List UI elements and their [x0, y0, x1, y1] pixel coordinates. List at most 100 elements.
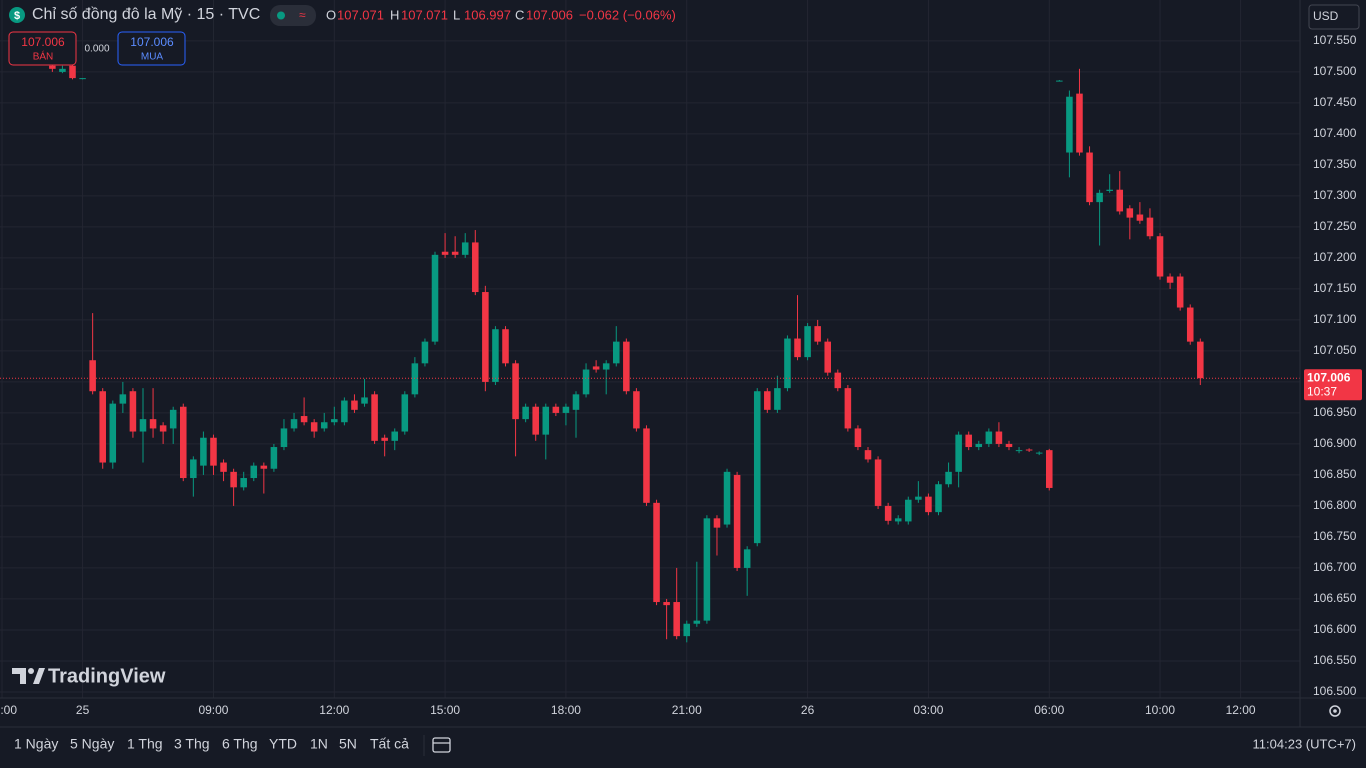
candle-body [854, 428, 862, 448]
range-button[interactable]: 5 Ngày [70, 736, 114, 752]
range-button[interactable]: 1N [310, 736, 328, 752]
x-tick-label: 03:00 [913, 703, 943, 717]
ohlc-key: O [326, 7, 336, 22]
candle-body [824, 341, 832, 373]
candle-body [1146, 217, 1154, 237]
candle-body [713, 518, 721, 528]
x-tick-label: 09:00 [198, 703, 228, 717]
candle-body [552, 406, 560, 413]
candle-body [522, 406, 529, 420]
range-button[interactable]: YTD [269, 736, 297, 752]
candle-body [905, 499, 912, 522]
buy-button[interactable] [117, 31, 186, 66]
candle-body [1197, 341, 1204, 379]
candle-body [159, 425, 167, 432]
candle-body [391, 431, 399, 441]
ohlc-key: H [390, 7, 399, 22]
range-button[interactable]: 6 Thg [222, 736, 258, 752]
candle-body [874, 459, 882, 506]
spread: 0.000 [84, 44, 109, 55]
candle-body [210, 437, 217, 466]
candle-body [965, 434, 972, 448]
candle-body [1035, 452, 1043, 454]
candle-body [582, 369, 590, 395]
candle-body [1045, 450, 1053, 488]
ohlc-value: 107.071 [401, 7, 448, 22]
candle-body [381, 437, 388, 441]
sell-button[interactable] [8, 31, 77, 66]
candle-body [1176, 276, 1184, 308]
range-button[interactable]: Tất cả [370, 736, 409, 752]
y-tick-label: 106.500 [1313, 684, 1357, 698]
status-icon: ≈ [299, 8, 306, 22]
candle-body [270, 447, 278, 469]
x-tick-label: 26 [801, 703, 815, 717]
candle-body [592, 366, 600, 370]
candle-body [119, 394, 127, 404]
candle-body [371, 394, 378, 441]
candle-body [1015, 450, 1023, 452]
y-tick-label: 107.300 [1313, 188, 1357, 202]
candle-body [925, 496, 932, 513]
ohlc-key: C [515, 7, 524, 22]
market-status-dot [277, 11, 285, 20]
buy-label: MUA [141, 52, 164, 63]
candle-body [482, 292, 489, 382]
candle-body [129, 391, 137, 432]
symbol-icon-glyph: $ [14, 10, 20, 22]
candle-body [1096, 192, 1103, 203]
logo: TradingView [12, 665, 166, 687]
candle-body [341, 400, 348, 423]
candle-body [693, 620, 701, 624]
candle-body [975, 443, 983, 448]
candle-body [401, 394, 409, 432]
candle-body [1056, 80, 1063, 82]
y-tick-label: 107.450 [1313, 95, 1357, 109]
x-tick-label: 12:00 [319, 703, 349, 717]
candle-body [985, 431, 993, 444]
status-pill[interactable] [270, 5, 316, 26]
currency-button[interactable] [1308, 4, 1360, 30]
candle-body [894, 518, 902, 522]
range-button[interactable]: 1 Ngày [14, 736, 58, 752]
x-tick-label: 10:00 [1145, 703, 1175, 717]
sell-price: 107.006 [21, 35, 65, 49]
candle-body [633, 391, 640, 429]
x-tick-label: 25 [76, 703, 90, 717]
y-tick-label: 107.500 [1313, 64, 1357, 78]
range-button[interactable]: 5N [339, 736, 357, 752]
y-tick-label: 106.650 [1313, 591, 1357, 605]
candle-body [411, 363, 419, 395]
candle-body [804, 326, 811, 358]
x-tick-label: 18:00 [551, 703, 581, 717]
candle-body [723, 471, 731, 525]
settings-icon[interactable] [1329, 705, 1341, 717]
candle-body [220, 462, 227, 472]
candle-body [643, 428, 650, 503]
range-button[interactable]: 1 Thg [127, 736, 163, 752]
candle-body [49, 65, 56, 69]
candle-body [1076, 93, 1083, 153]
candle-body [250, 465, 258, 479]
candle-body [461, 242, 469, 255]
x-tick-label: 06:00 [1034, 703, 1064, 717]
compare-icon[interactable] [432, 737, 451, 753]
candle-body [1116, 189, 1124, 212]
y-tick-label: 106.800 [1313, 498, 1357, 512]
x-tick-label: 15:00 [430, 703, 460, 717]
candle-body [89, 360, 96, 392]
range-button[interactable]: 3 Thg [174, 736, 210, 752]
candle-body [240, 478, 247, 488]
candle-body [361, 397, 368, 404]
logo-mark-slash [33, 668, 45, 684]
candle-body [260, 465, 268, 469]
candle-body [673, 602, 680, 637]
range-buttons: 1 Ngày 5 Ngày 1 Thg 3 Thg 6 Thg YTD 1N 5N Tất cả [14, 736, 409, 752]
candle-body [441, 251, 449, 255]
candle-body [1025, 449, 1033, 451]
candle-body [502, 329, 509, 364]
candle-body [935, 484, 942, 513]
